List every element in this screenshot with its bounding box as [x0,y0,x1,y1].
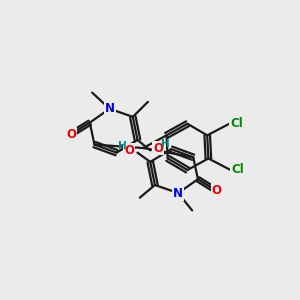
Text: Cl: Cl [230,117,243,130]
Text: H: H [118,141,126,151]
Text: O: O [124,144,134,157]
Text: N: N [105,102,115,115]
Text: N: N [173,187,183,200]
Text: O: O [153,142,164,154]
Text: O: O [66,128,76,141]
Text: H: H [161,139,170,149]
Text: Cl: Cl [231,164,244,176]
Text: O: O [212,184,221,197]
